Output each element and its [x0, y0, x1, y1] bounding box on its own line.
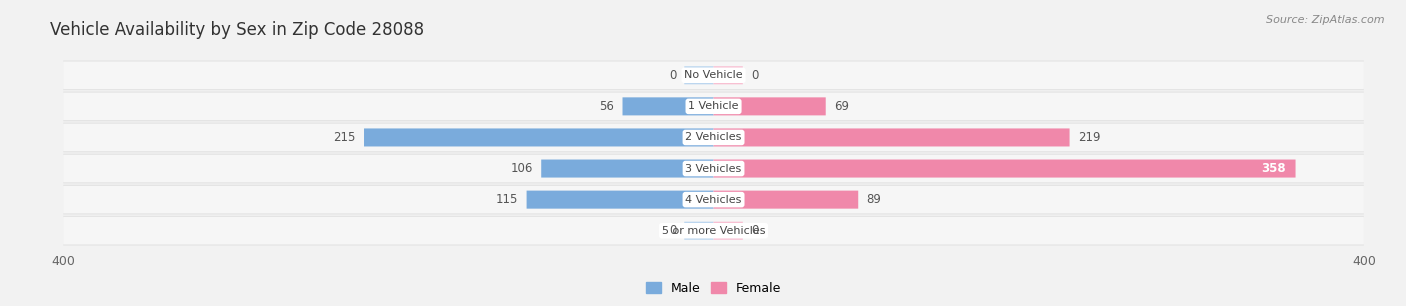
Text: No Vehicle: No Vehicle: [685, 70, 742, 80]
Text: 106: 106: [510, 162, 533, 175]
Text: 1 Vehicle: 1 Vehicle: [689, 101, 738, 111]
FancyBboxPatch shape: [364, 129, 713, 147]
Text: 4 Vehicles: 4 Vehicles: [685, 195, 742, 205]
Text: 0: 0: [751, 69, 758, 82]
FancyBboxPatch shape: [713, 222, 742, 240]
Text: 115: 115: [496, 193, 519, 206]
FancyBboxPatch shape: [63, 216, 1364, 246]
FancyBboxPatch shape: [63, 124, 1364, 151]
Text: 89: 89: [866, 193, 882, 206]
Text: 0: 0: [751, 224, 758, 237]
FancyBboxPatch shape: [63, 93, 1364, 120]
Text: Vehicle Availability by Sex in Zip Code 28088: Vehicle Availability by Sex in Zip Code …: [51, 21, 425, 39]
Text: 0: 0: [669, 224, 676, 237]
Text: 5 or more Vehicles: 5 or more Vehicles: [662, 226, 765, 236]
Text: Source: ZipAtlas.com: Source: ZipAtlas.com: [1267, 15, 1385, 25]
FancyBboxPatch shape: [685, 66, 713, 84]
FancyBboxPatch shape: [623, 97, 713, 115]
FancyBboxPatch shape: [713, 97, 825, 115]
FancyBboxPatch shape: [63, 186, 1364, 213]
Text: 56: 56: [599, 100, 614, 113]
FancyBboxPatch shape: [63, 60, 1364, 90]
Text: 358: 358: [1261, 162, 1285, 175]
FancyBboxPatch shape: [527, 191, 713, 209]
FancyBboxPatch shape: [63, 122, 1364, 152]
FancyBboxPatch shape: [541, 159, 713, 177]
FancyBboxPatch shape: [713, 191, 858, 209]
FancyBboxPatch shape: [713, 159, 1295, 177]
FancyBboxPatch shape: [63, 217, 1364, 244]
Legend: Male, Female: Male, Female: [641, 277, 786, 300]
FancyBboxPatch shape: [685, 222, 713, 240]
FancyBboxPatch shape: [63, 185, 1364, 215]
FancyBboxPatch shape: [713, 66, 742, 84]
FancyBboxPatch shape: [63, 154, 1364, 184]
FancyBboxPatch shape: [63, 91, 1364, 121]
FancyBboxPatch shape: [63, 62, 1364, 89]
FancyBboxPatch shape: [713, 129, 1070, 147]
FancyBboxPatch shape: [63, 155, 1364, 182]
Text: 69: 69: [834, 100, 849, 113]
Text: 215: 215: [333, 131, 356, 144]
Text: 3 Vehicles: 3 Vehicles: [685, 163, 742, 174]
Text: 0: 0: [669, 69, 676, 82]
Text: 219: 219: [1078, 131, 1101, 144]
Text: 2 Vehicles: 2 Vehicles: [685, 132, 742, 143]
